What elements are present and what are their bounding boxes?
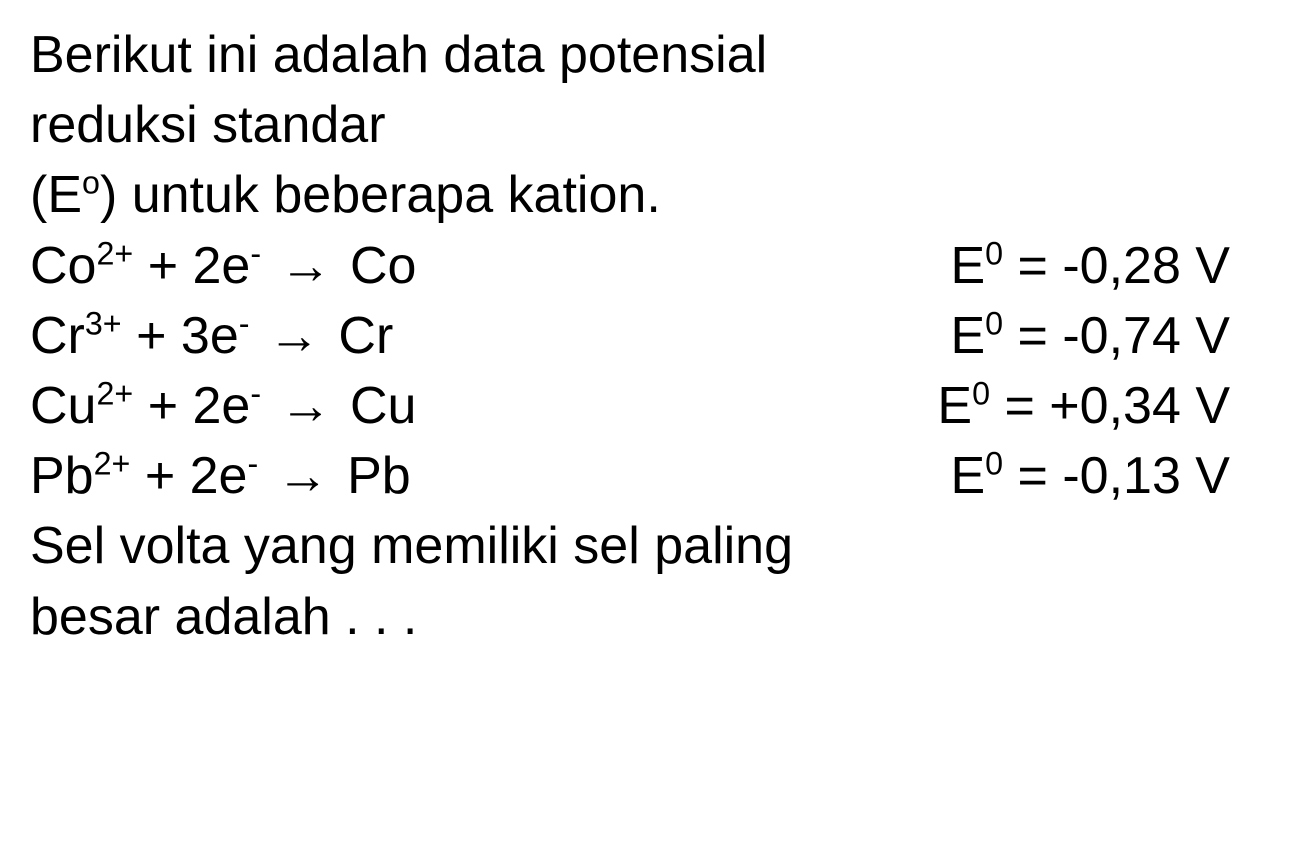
eq2-product: Cr — [338, 307, 393, 365]
eq1-plus: + — [133, 237, 192, 295]
eq1-electron-charge: - — [250, 235, 261, 271]
equation-2-right: E0 = -0,74 V — [950, 301, 1230, 371]
eq4-species: Pb — [30, 447, 94, 505]
eq2-e-sup: 0 — [985, 305, 1003, 341]
document-content: Berikut ini adalah data potensial reduks… — [30, 20, 1267, 652]
eq1-e-value: = -0,28 V — [1003, 237, 1230, 295]
eq1-electrons: 2e — [193, 237, 251, 295]
eq1-species-charge: 2+ — [96, 235, 133, 271]
eq4-electrons: 2e — [190, 447, 248, 505]
eq2-arrow-icon: → — [264, 301, 324, 371]
eq2-electron-charge: - — [239, 305, 250, 341]
intro-line-2: reduksi standar — [30, 90, 1267, 160]
eq3-e-label: E — [937, 377, 972, 435]
eq3-electron-charge: - — [250, 376, 261, 412]
eq1-arrow-icon: → — [276, 231, 336, 301]
eq3-arrow-icon: → — [276, 371, 336, 441]
eq4-species-charge: 2+ — [94, 446, 131, 482]
eq3-plus: + — [133, 377, 192, 435]
eq4-e-value: = -0,13 V — [1003, 447, 1230, 505]
intro-line-3: (Eo) untuk beberapa kation. — [30, 160, 1267, 230]
eq1-species: Co — [30, 237, 96, 295]
equation-4-right: E0 = -0,13 V — [950, 441, 1230, 511]
equation-1-right: E0 = -0,28 V — [950, 231, 1230, 301]
equation-3-left: Cu2+ + 2e- → Cu — [30, 371, 416, 441]
eq4-product: Pb — [347, 447, 411, 505]
eq1-e-label: E — [950, 237, 985, 295]
eq4-plus: + — [130, 447, 189, 505]
eq2-e-label: E — [950, 307, 985, 365]
eq1-e-sup: 0 — [985, 235, 1003, 271]
intro-line-1: Berikut ini adalah data potensial — [30, 20, 1267, 90]
intro-line-3-sup: o — [82, 165, 100, 201]
eq4-arrow-icon: → — [273, 441, 333, 511]
eq3-e-sup: 0 — [972, 376, 990, 412]
eq4-e-label: E — [950, 447, 985, 505]
equation-4-left: Pb2+ + 2e- → Pb — [30, 441, 411, 511]
eq4-electron-charge: - — [247, 446, 258, 482]
equation-row-4: Pb2+ + 2e- → Pb E0 = -0,13 V — [30, 441, 1230, 511]
equation-row-2: Cr3+ + 3e- → Cr E0 = -0,74 V — [30, 301, 1230, 371]
equation-1-left: Co2+ + 2e- → Co — [30, 231, 416, 301]
eq3-product: Cu — [350, 377, 416, 435]
intro-line-3-prefix: (E — [30, 166, 82, 224]
equation-2-left: Cr3+ + 3e- → Cr — [30, 301, 393, 371]
eq3-species-charge: 2+ — [96, 376, 133, 412]
eq2-species: Cr — [30, 307, 85, 365]
equation-3-right: E0 = +0,34 V — [937, 371, 1230, 441]
equation-row-3: Cu2+ + 2e- → Cu E0 = +0,34 V — [30, 371, 1230, 441]
question-line-2: besar adalah . . . — [30, 582, 1267, 652]
eq3-electrons: 2e — [193, 377, 251, 435]
eq3-e-value: = +0,34 V — [990, 377, 1230, 435]
intro-line-3-suffix: ) untuk beberapa kation. — [100, 166, 661, 224]
eq2-electrons: 3e — [181, 307, 239, 365]
question-line-1: Sel volta yang memiliki sel paling — [30, 511, 1267, 581]
eq4-e-sup: 0 — [985, 446, 1003, 482]
equation-row-1: Co2+ + 2e- → Co E0 = -0,28 V — [30, 231, 1230, 301]
eq2-e-value: = -0,74 V — [1003, 307, 1230, 365]
eq2-species-charge: 3+ — [85, 305, 122, 341]
eq3-species: Cu — [30, 377, 96, 435]
eq2-plus: + — [122, 307, 181, 365]
eq1-product: Co — [350, 237, 416, 295]
